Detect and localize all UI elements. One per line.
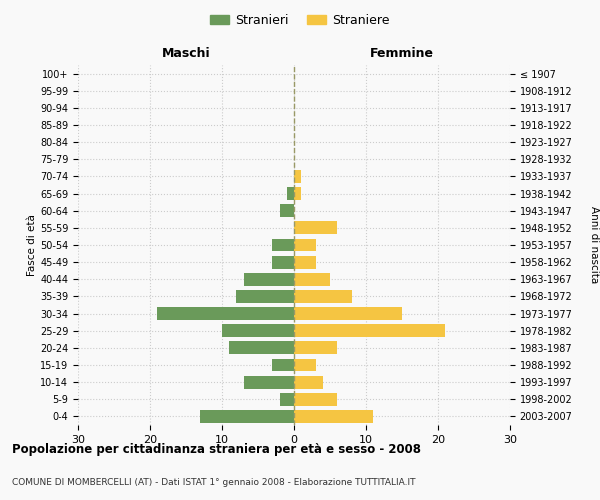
Text: COMUNE DI MOMBERCELLI (AT) - Dati ISTAT 1° gennaio 2008 - Elaborazione TUTTITALI: COMUNE DI MOMBERCELLI (AT) - Dati ISTAT … xyxy=(12,478,415,487)
Bar xyxy=(272,358,294,372)
Bar xyxy=(272,238,294,252)
Bar xyxy=(236,290,294,303)
Bar xyxy=(294,170,301,183)
Legend: Stranieri, Straniere: Stranieri, Straniere xyxy=(205,8,395,32)
Bar xyxy=(244,376,294,388)
Bar xyxy=(222,324,294,337)
Bar xyxy=(294,410,373,423)
Bar xyxy=(294,342,337,354)
Bar xyxy=(294,376,323,388)
Bar xyxy=(272,256,294,268)
Bar xyxy=(157,307,294,320)
Bar xyxy=(294,307,402,320)
Bar xyxy=(294,238,316,252)
Bar xyxy=(294,273,330,285)
Text: Femmine: Femmine xyxy=(370,47,434,60)
Bar xyxy=(294,393,337,406)
Bar xyxy=(294,222,337,234)
Bar xyxy=(294,324,445,337)
Bar xyxy=(280,393,294,406)
Bar xyxy=(294,358,316,372)
Bar xyxy=(294,187,301,200)
Bar xyxy=(200,410,294,423)
Bar xyxy=(294,256,316,268)
Text: Maschi: Maschi xyxy=(161,47,211,60)
Bar xyxy=(280,204,294,217)
Bar xyxy=(229,342,294,354)
Bar xyxy=(294,290,352,303)
Text: Popolazione per cittadinanza straniera per età e sesso - 2008: Popolazione per cittadinanza straniera p… xyxy=(12,442,421,456)
Y-axis label: Fasce di età: Fasce di età xyxy=(27,214,37,276)
Bar xyxy=(287,187,294,200)
Bar xyxy=(244,273,294,285)
Y-axis label: Anni di nascita: Anni di nascita xyxy=(589,206,599,284)
